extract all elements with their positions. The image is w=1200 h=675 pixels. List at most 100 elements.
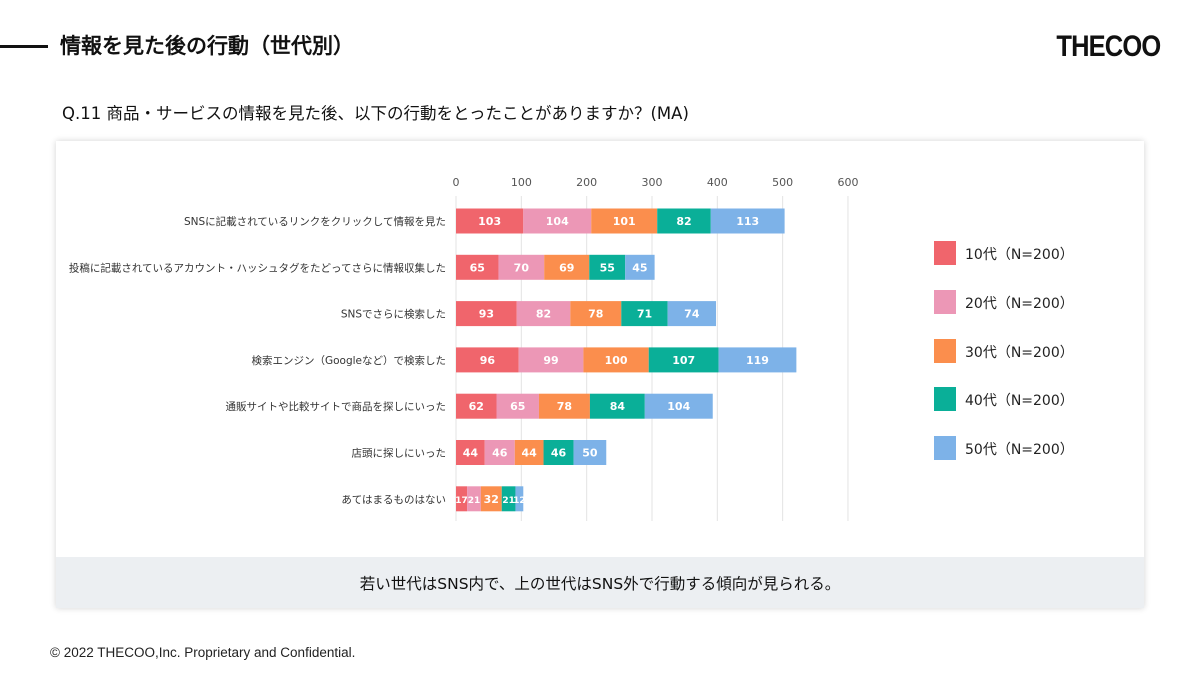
data-label: 55 [600,261,615,274]
summary-text: 若い世代はSNS内で、上の世代はSNS外で行動する傾向が見られる。 [359,575,841,593]
data-label: 62 [469,400,484,413]
bar-segment [644,393,713,419]
bar-segment [591,208,658,234]
legend-swatch-40s [934,387,956,411]
legend-swatch-10s [934,241,956,265]
bar-segment [589,254,626,280]
bar-segment [480,486,502,512]
bar-segment [710,208,785,234]
category-label: 検索エンジン（Googleなど）で検索した [251,354,446,367]
data-label: 17 [455,496,468,506]
legend-label-40s: 40代（N=200） [965,393,1074,409]
data-label: 21 [468,496,481,506]
bar-segment [538,393,590,419]
data-label: 96 [480,354,496,367]
data-label: 84 [610,400,626,413]
bar-segment [589,393,645,419]
summary-box: 若い世代はSNS内で、上の世代はSNS外で行動する傾向が見られる。 [56,557,1144,608]
bar-segment [498,254,545,280]
data-label: 74 [684,308,700,321]
x-tick-label: 400 [707,176,728,189]
bar-segment [570,301,622,327]
data-label: 107 [672,354,695,367]
legend-label-10s: 10代（N=200） [965,247,1074,263]
bar-segment [456,440,485,465]
x-tick-label: 0 [453,176,460,189]
bar-segment [543,440,574,465]
data-label: 65 [470,261,485,274]
bar-segment [718,347,797,373]
stacked-bar-chart: 0 100 200 300 400 500 600 SNSに記載されているリンクをクリックして… [69,176,858,521]
data-label: 119 [746,354,769,367]
bar-segment [456,347,519,373]
legend-swatch-30s [934,339,956,363]
legend-label-30s: 30代（N=200） [965,345,1074,361]
data-label: 78 [557,400,572,413]
bar-segment [456,208,524,234]
legend-swatch-20s [934,290,956,314]
data-label: 103 [478,215,501,228]
category-label: SNSに記載されているリンクをクリックして情報を見た [184,215,446,228]
bar-segment [515,486,524,512]
data-label: 82 [536,308,551,321]
data-label: 32 [484,493,499,506]
data-label: 100 [605,354,628,367]
legend-label-20s: 20代（N=200） [965,296,1074,312]
data-label: 71 [637,308,652,321]
page-title: 情報を見た後の行動（世代別） [60,34,354,58]
category-label: SNSでさらに検索した [341,308,446,321]
data-label: 82 [676,215,691,228]
bar-segment [484,440,515,465]
brand-logo: THECOO [1056,30,1161,63]
bar-segment [583,347,649,373]
data-label: 101 [613,215,636,228]
data-label: 44 [463,447,479,460]
bar-segment [544,254,590,280]
x-tick-label: 300 [641,176,662,189]
x-tick-label: 200 [576,176,597,189]
data-label: 44 [522,447,538,460]
data-label: 104 [546,215,569,228]
bar-segment [621,301,668,327]
data-label: 113 [736,215,759,228]
bar-segment [456,486,468,512]
data-label: 45 [632,261,647,274]
category-label: あてはまるものはない [341,494,446,506]
bar-segment [456,393,497,419]
bar-segment [625,254,655,280]
bar-segment [657,208,711,234]
copyright-notice: © 2022 THECOO,Inc. Proprietary and Confi… [50,645,356,660]
bar-segment [648,347,719,373]
data-label: 99 [543,354,558,367]
data-label: 69 [559,261,574,274]
bar-segment [456,254,499,280]
data-label: 21 [502,496,515,506]
survey-question: Q.11 商品・サービスの情報を見た後、以下の行動をとったことがありますか？(M… [62,104,689,123]
x-tick-label: 500 [772,176,793,189]
legend-label-50s: 50代（N=200） [965,442,1074,458]
data-label: 50 [582,447,598,460]
data-label: 78 [588,308,603,321]
bar-segment [518,347,584,373]
category-label: 投稿に記載されているアカウント・ハッシュタグをたどってさらに情報収集した [69,261,446,274]
bar-segment [456,301,517,327]
data-label: 46 [492,447,508,460]
data-label: 46 [551,447,567,460]
bar-segment [516,301,571,327]
bar-segment [573,440,607,465]
data-label: 70 [514,261,530,274]
bar-segment [467,486,481,512]
bar-segment [523,208,592,234]
x-tick-label: 600 [837,176,858,189]
x-tick-label: 100 [511,176,532,189]
bar-segment [514,440,544,465]
data-label: 65 [510,400,525,413]
bar-segment [501,486,516,512]
data-label: 12 [513,496,526,506]
bar-segment [667,301,717,327]
data-label: 93 [479,308,494,321]
chart-card: 0 100 200 300 400 500 600 SNSに記載されているリンクをクリックして… [56,141,1144,608]
category-label: 店頭に探しにいった [352,447,447,460]
title-accent-line [0,45,48,48]
bar-segment [496,393,539,419]
